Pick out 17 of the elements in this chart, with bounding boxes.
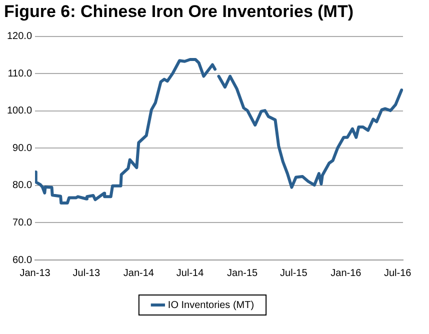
y-tick-label: 120.0 bbox=[6, 31, 32, 42]
y-tick-label: 90.0 bbox=[12, 142, 32, 154]
x-tick-label: Jan-15 bbox=[227, 268, 258, 279]
x-tick-label: Jan-16 bbox=[330, 268, 362, 279]
x-tick-label: Jul-16 bbox=[384, 268, 412, 279]
y-tick-label: 100.0 bbox=[6, 106, 32, 117]
x-tick-label: Jul-15 bbox=[280, 268, 308, 279]
chart-title: Figure 6: Chinese Iron Ore Inventories (MT) bbox=[4, 2, 354, 21]
y-tick-label: 80.0 bbox=[12, 180, 32, 192]
y-tick-label: 110.0 bbox=[8, 68, 32, 80]
x-tick-label: Jul-14 bbox=[176, 268, 204, 279]
legend-label: IO Inventories (MT) bbox=[168, 300, 254, 311]
y-tick-label: 60.0 bbox=[12, 254, 32, 266]
y-tick-label: 70.0 bbox=[12, 217, 32, 228]
x-tick-label: Jan-14 bbox=[123, 268, 154, 279]
x-tick-label: Jan-13 bbox=[20, 268, 51, 279]
x-tick-label: Jul-13 bbox=[72, 268, 100, 279]
